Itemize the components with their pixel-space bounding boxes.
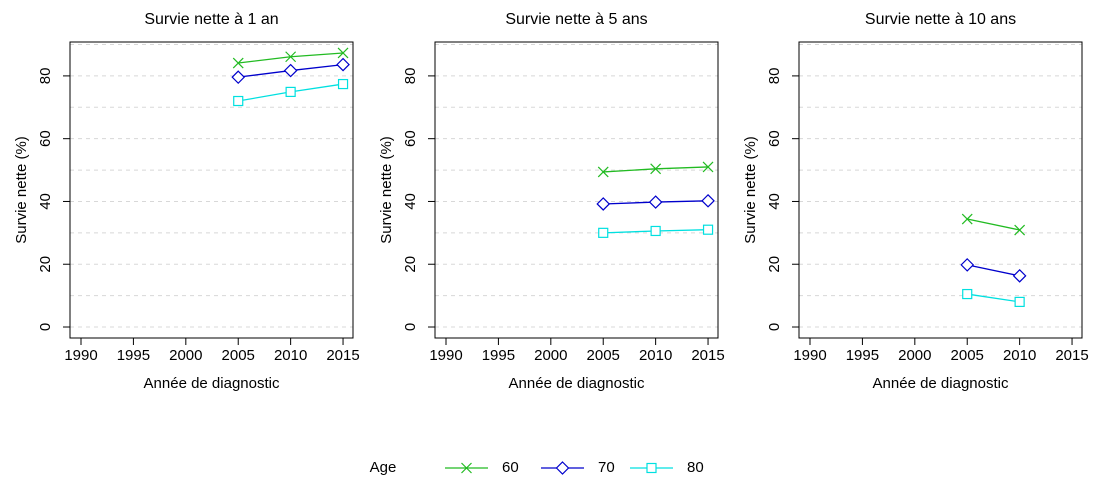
- marker: [337, 78, 349, 90]
- legend-label: 80: [687, 459, 704, 476]
- chart-title: Survie nette à 1 an: [144, 11, 278, 28]
- y-tick-label: 60: [402, 130, 419, 147]
- plot-box: [69, 41, 354, 339]
- x-tick-label: 2010: [639, 347, 672, 364]
- x-tick-label: 2000: [898, 347, 931, 364]
- marker: [598, 227, 609, 238]
- marker: [1014, 296, 1025, 308]
- x-tick-label: 2000: [534, 347, 567, 364]
- marker: [1012, 269, 1027, 283]
- marker: [232, 57, 244, 69]
- legend-label: 70: [598, 459, 615, 476]
- x-tick-label: 2015: [1055, 347, 1088, 364]
- y-tick-label: 20: [766, 256, 783, 273]
- x-tick-label: 1995: [482, 347, 515, 364]
- plot-box: [798, 41, 1083, 339]
- x-tick-label: 2005: [951, 347, 984, 364]
- marker: [646, 462, 657, 474]
- marker: [701, 193, 715, 208]
- chart-title: Survie nette à 5 ans: [505, 11, 647, 28]
- marker: [555, 461, 570, 475]
- x-tick-label: 2005: [587, 347, 620, 364]
- marker: [231, 70, 246, 85]
- x-tick-label: 2010: [274, 347, 307, 364]
- y-tick-label: 0: [402, 323, 419, 331]
- x-tick-label: 2015: [326, 347, 359, 364]
- x-tick-label: 1990: [64, 347, 97, 364]
- marker: [702, 161, 714, 173]
- y-tick-label: 40: [402, 193, 419, 210]
- y-tick-label: 60: [37, 130, 54, 147]
- y-tick-label: 80: [402, 68, 419, 85]
- legend-title: Age: [370, 459, 397, 476]
- x-tick-label: 1995: [846, 347, 879, 364]
- series-line: [967, 264, 1020, 277]
- x-axis-label: Année de diagnostic: [509, 375, 645, 392]
- chart-title: Survie nette à 10 ans: [865, 11, 1016, 28]
- marker: [961, 213, 973, 225]
- y-tick-label: 40: [766, 193, 783, 210]
- x-tick-label: 1995: [117, 347, 150, 364]
- marker: [962, 288, 973, 300]
- y-tick-label: 80: [37, 68, 54, 85]
- legend-label: 60: [502, 459, 519, 476]
- marker: [283, 63, 298, 78]
- x-tick-label: 2000: [169, 347, 202, 364]
- y-tick-label: 60: [766, 130, 783, 147]
- marker: [1014, 224, 1026, 236]
- x-tick-label: 1990: [793, 347, 826, 364]
- plot-box: [434, 41, 719, 339]
- x-axis-label: Année de diagnostic: [144, 375, 280, 392]
- y-tick-label: 0: [37, 323, 54, 331]
- marker: [285, 51, 297, 63]
- x-axis-label: Année de diagnostic: [873, 375, 1009, 392]
- y-tick-label: 80: [766, 68, 783, 85]
- y-tick-label: 0: [766, 323, 783, 331]
- y-axis-label: Survie nette (%): [742, 136, 759, 244]
- marker: [285, 86, 296, 98]
- marker: [461, 462, 472, 474]
- x-tick-label: 2015: [691, 347, 724, 364]
- y-axis-label: Survie nette (%): [378, 136, 395, 244]
- marker: [597, 166, 609, 178]
- y-axis-label: Survie nette (%): [13, 136, 30, 244]
- marker: [648, 195, 663, 209]
- series-line: [967, 218, 1020, 231]
- y-tick-label: 20: [37, 256, 54, 273]
- marker: [650, 225, 661, 237]
- marker: [336, 57, 350, 72]
- series-line: [238, 52, 344, 64]
- x-tick-label: 2010: [1003, 347, 1036, 364]
- marker: [650, 163, 662, 175]
- marker: [233, 95, 244, 107]
- x-tick-label: 2005: [222, 347, 255, 364]
- y-tick-label: 40: [37, 193, 54, 210]
- y-tick-label: 20: [402, 256, 419, 273]
- marker: [702, 224, 714, 235]
- marker: [960, 258, 975, 272]
- series-line: [967, 293, 1020, 303]
- marker: [596, 197, 611, 211]
- x-tick-label: 1990: [429, 347, 462, 364]
- marker: [337, 47, 349, 59]
